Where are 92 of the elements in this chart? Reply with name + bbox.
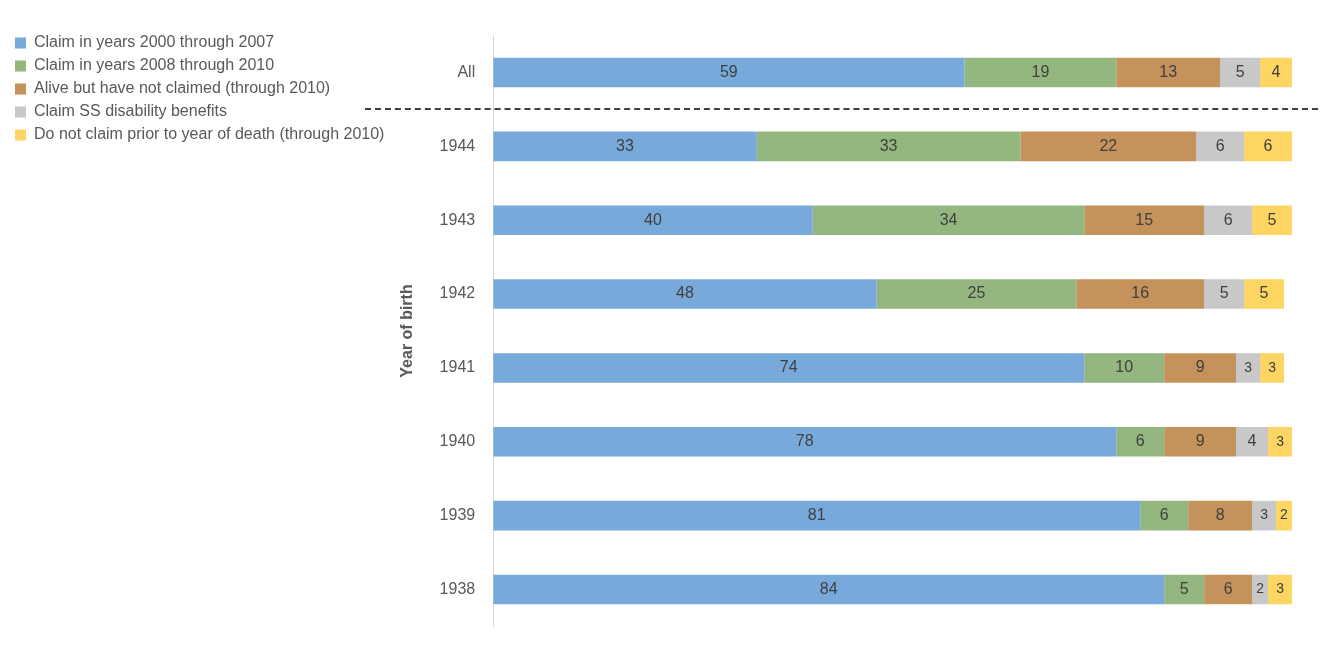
- data-label: 6: [1263, 136, 1273, 154]
- bar: [1140, 500, 1189, 531]
- bar: [1236, 427, 1269, 457]
- bar: [493, 131, 757, 162]
- data-label: 33: [616, 136, 635, 154]
- data-label: 13: [1159, 62, 1178, 80]
- data-label: 4: [1271, 62, 1281, 80]
- data-label: 34: [939, 210, 958, 228]
- data-label: 3: [1244, 358, 1253, 375]
- data-label: 6: [1223, 210, 1233, 228]
- data-label: 59: [719, 62, 738, 80]
- bar: [1244, 131, 1292, 162]
- y-tick-label: 1940: [439, 432, 476, 450]
- legend-label: Do not claim prior to year of death (through 2010): [34, 125, 385, 143]
- data-label: 5: [1219, 284, 1229, 302]
- y-tick-label: 1939: [439, 506, 476, 524]
- y-tick-label: 1943: [439, 210, 476, 228]
- data-label: 40: [644, 210, 662, 228]
- data-label: 74: [779, 358, 798, 376]
- data-label: 48: [676, 284, 694, 302]
- bar: [1076, 279, 1205, 309]
- data-label: 19: [1031, 62, 1050, 80]
- bar: [1236, 353, 1261, 383]
- data-label: 3: [1276, 432, 1285, 449]
- data-label: 5: [1235, 62, 1245, 80]
- data-label: 16: [1131, 284, 1150, 302]
- y-tick-label: All: [457, 62, 476, 80]
- y-tick-label: 1941: [439, 358, 476, 376]
- bar: [1196, 131, 1245, 162]
- data-label: 22: [1099, 136, 1118, 154]
- bar: [1220, 57, 1261, 88]
- bar: [1188, 500, 1253, 531]
- data-label: 25: [967, 284, 986, 302]
- bar: [1116, 427, 1165, 457]
- bar: [493, 574, 1165, 605]
- data-label: 6: [1135, 432, 1145, 450]
- bar: [1252, 205, 1292, 235]
- data-label: 78: [795, 432, 814, 450]
- legend-label: Claim SS disability benefits: [34, 102, 227, 120]
- data-label: 5: [1179, 579, 1189, 597]
- data-label: 6: [1223, 579, 1233, 597]
- bar: [1244, 279, 1285, 309]
- bar: [1204, 279, 1245, 309]
- bar: [1164, 353, 1237, 383]
- bar: [493, 279, 877, 309]
- data-label: 3: [1260, 506, 1269, 523]
- legend-label: Claim in years 2008 through 2010: [34, 56, 275, 74]
- data-label: 10: [1115, 358, 1134, 376]
- y-axis-title: Year of birth: [398, 284, 416, 378]
- data-label: 84: [819, 579, 838, 597]
- data-label: 9: [1195, 358, 1205, 376]
- bar: [1268, 574, 1292, 605]
- bar: [1268, 427, 1292, 457]
- data-label: 15: [1135, 210, 1154, 228]
- bar: [1164, 427, 1237, 457]
- bar: [1252, 500, 1277, 531]
- data-label: 6: [1159, 506, 1169, 524]
- bar: [812, 205, 1085, 235]
- bar: [756, 131, 1021, 162]
- bar: [964, 57, 1117, 88]
- data-label: 81: [807, 506, 826, 524]
- bar: [1164, 574, 1205, 605]
- data-label: 2: [1280, 506, 1289, 523]
- data-label: 6: [1215, 136, 1225, 154]
- legend-label: Claim in years 2000 through 2007: [34, 33, 275, 51]
- legend-label: Alive but have not claimed (through 2010): [34, 79, 331, 97]
- bar: [1084, 353, 1165, 383]
- bar: [876, 279, 1077, 309]
- bar: [493, 500, 1141, 531]
- data-label: 5: [1267, 210, 1277, 228]
- bar: [493, 353, 1085, 383]
- data-label: 8: [1215, 506, 1225, 524]
- data-label: 5: [1259, 284, 1269, 302]
- bar: [1260, 57, 1292, 88]
- data-label: 3: [1276, 580, 1285, 597]
- y-tick-label: 1944: [439, 136, 476, 154]
- data-label: 9: [1195, 432, 1205, 450]
- bar: [1260, 353, 1285, 383]
- y-tick-label: 1938: [439, 579, 476, 597]
- bar: [1204, 205, 1253, 235]
- data-label: 2: [1256, 580, 1265, 597]
- bar: [1020, 131, 1197, 162]
- data-label: 3: [1268, 358, 1277, 375]
- bar: [1084, 205, 1205, 235]
- bar: [1204, 574, 1253, 605]
- bar: [493, 57, 965, 88]
- y-tick-label: 1942: [439, 284, 476, 302]
- bar: [493, 427, 1117, 457]
- data-label: 33: [879, 136, 898, 154]
- bar: [1116, 57, 1221, 88]
- bar: [493, 205, 813, 235]
- data-label: 4: [1247, 432, 1257, 450]
